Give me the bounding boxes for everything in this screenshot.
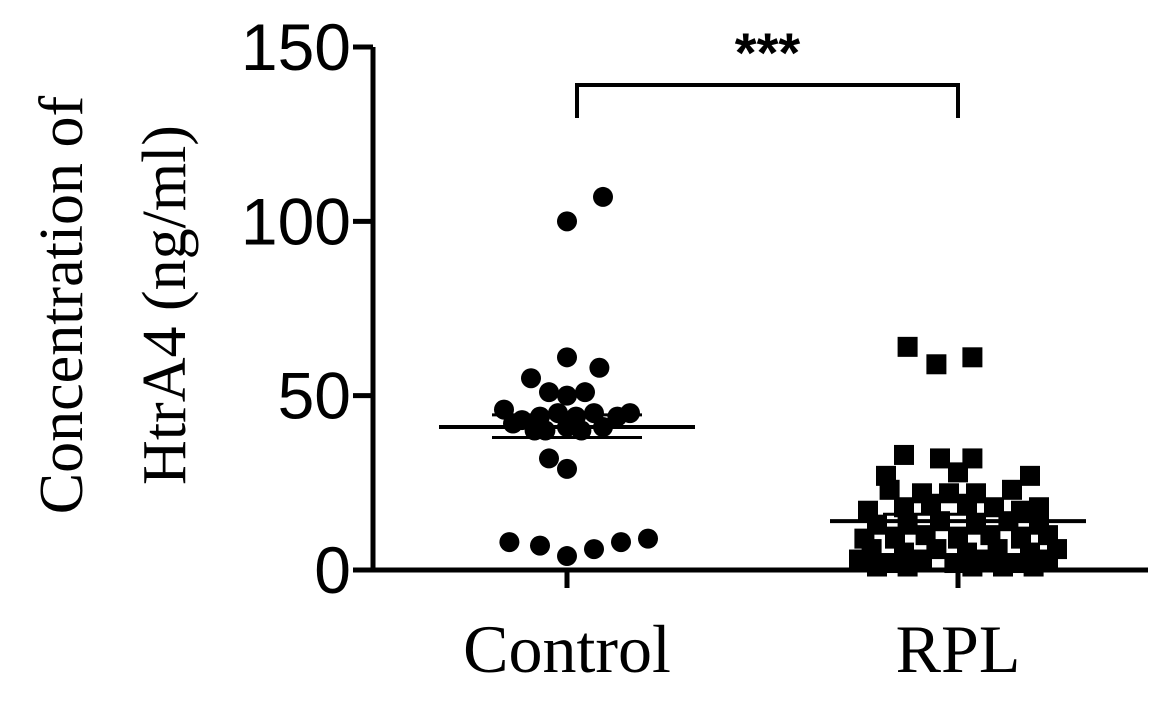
data-point-circle bbox=[584, 539, 604, 560]
data-point-square bbox=[993, 556, 1013, 577]
y-tick-label: 0 bbox=[314, 533, 351, 607]
data-point-square bbox=[894, 497, 914, 518]
data-point-square bbox=[1023, 556, 1044, 577]
data-point-square bbox=[894, 444, 914, 465]
data-point-square bbox=[948, 462, 968, 483]
data-point-circle bbox=[557, 385, 577, 406]
y-axis-title-line-1: Concentration of bbox=[28, 95, 96, 514]
data-point-circle bbox=[557, 211, 577, 232]
data-point-circle bbox=[589, 357, 610, 378]
y-axis-title: Concentration of HtrA4 (ng/ml) bbox=[28, 95, 199, 514]
axes bbox=[370, 47, 1148, 573]
data-point-square bbox=[930, 448, 950, 469]
data-point-circle bbox=[557, 347, 577, 368]
y-axis-title-line-2: HtrA4 (ng/ml) bbox=[131, 125, 199, 485]
data-point-square bbox=[867, 556, 887, 577]
x-category-label: Control bbox=[463, 611, 671, 687]
data-point-circle bbox=[499, 532, 520, 553]
significance-bracket: *** bbox=[575, 21, 960, 118]
data-point-square bbox=[1002, 479, 1022, 500]
data-points bbox=[494, 186, 1067, 577]
data-point-circle bbox=[638, 528, 658, 549]
data-point-circle bbox=[539, 382, 559, 403]
data-point-square bbox=[897, 556, 918, 577]
data-point-square bbox=[897, 336, 918, 357]
data-point-circle bbox=[539, 448, 559, 469]
data-point-square bbox=[849, 549, 869, 570]
data-point-circle bbox=[521, 368, 541, 389]
x-category-label: RPL bbox=[896, 611, 1021, 687]
data-point-square bbox=[1020, 465, 1040, 486]
y-tick-label: 50 bbox=[278, 359, 351, 433]
data-point-square bbox=[926, 354, 947, 375]
data-point-square bbox=[957, 493, 977, 514]
data-point-square bbox=[962, 556, 983, 577]
data-point-square bbox=[944, 553, 965, 574]
y-tick-label: 100 bbox=[241, 184, 351, 258]
data-point-circle bbox=[575, 382, 595, 403]
data-point-square bbox=[879, 479, 900, 500]
y-ticks: 0 50 100 150 bbox=[241, 10, 373, 607]
data-point-square bbox=[962, 347, 983, 368]
data-point-circle bbox=[530, 535, 550, 556]
data-point-circle bbox=[557, 458, 577, 479]
x-category-labels: Control RPL bbox=[463, 570, 1020, 687]
data-point-square bbox=[939, 483, 959, 504]
data-point-circle bbox=[503, 413, 523, 434]
mean-sem-lines bbox=[439, 413, 1086, 530]
significance-stars: *** bbox=[735, 21, 801, 84]
y-tick-label: 150 bbox=[241, 10, 351, 84]
data-point-circle bbox=[620, 403, 640, 424]
bracket-line bbox=[575, 83, 960, 118]
data-point-circle bbox=[593, 186, 613, 207]
data-point-square bbox=[1029, 497, 1049, 518]
data-point-square bbox=[921, 493, 941, 514]
data-point-circle bbox=[557, 546, 577, 567]
data-point-circle bbox=[611, 532, 631, 553]
